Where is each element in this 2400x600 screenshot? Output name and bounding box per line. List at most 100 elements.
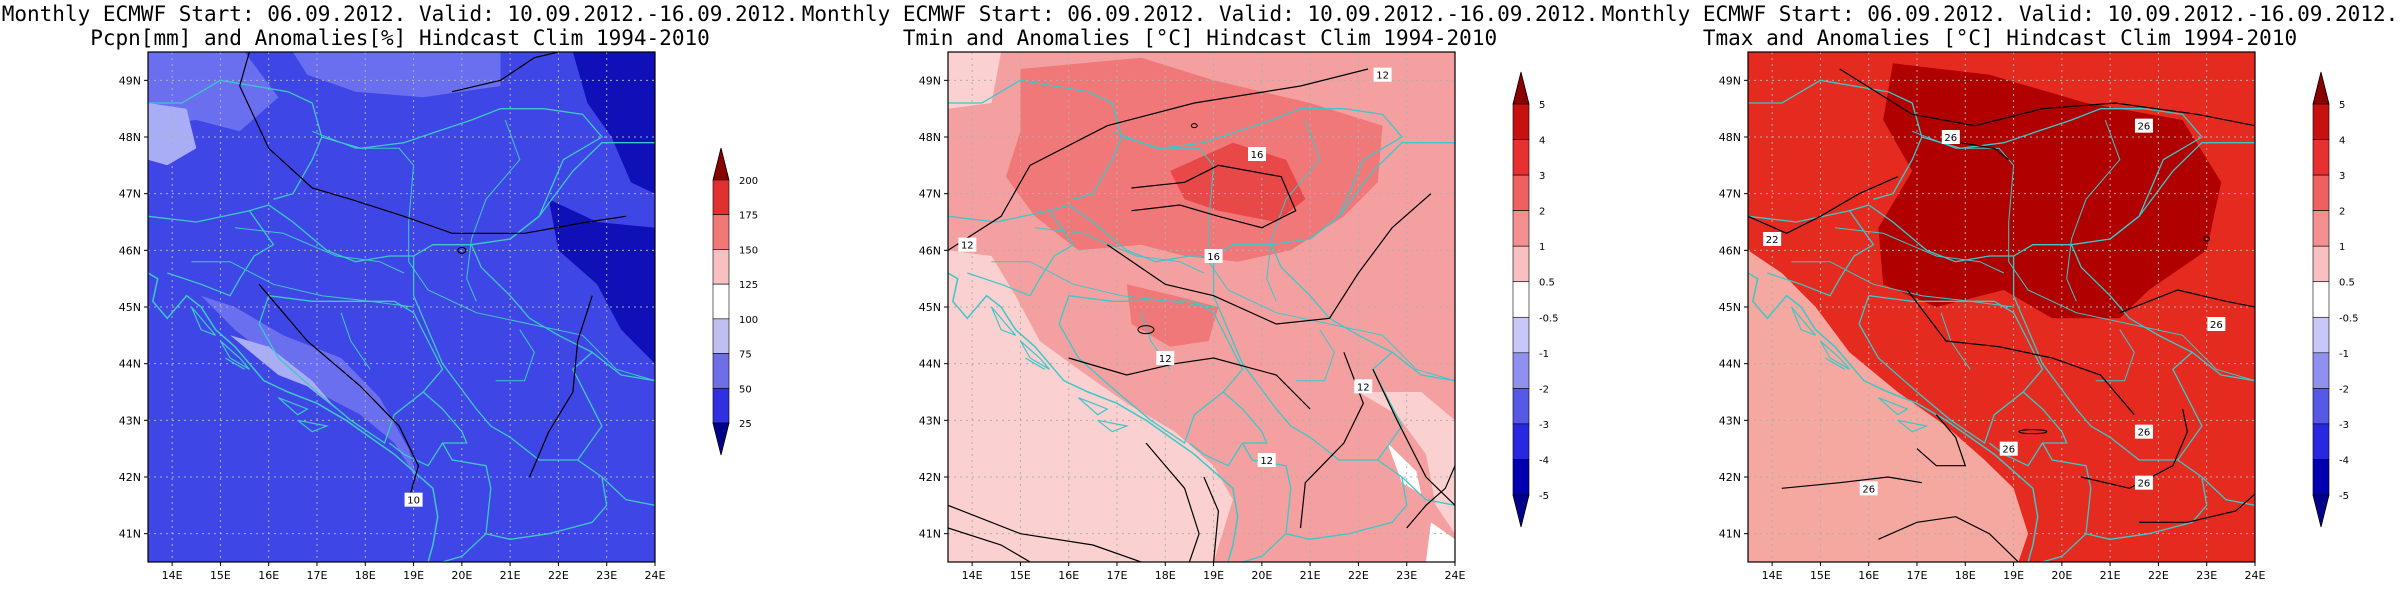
lon-label: 20E (451, 569, 472, 582)
border-line (1309, 142, 1455, 240)
contour-label: 26 (2210, 320, 2223, 331)
contour-label: 12 (1260, 456, 1273, 467)
border-line (509, 142, 655, 240)
lon-label: 17E (1107, 569, 1128, 582)
lon-label: 24E (645, 569, 666, 582)
panel-tmax: Monthly ECMWF Start: 06.09.2012. Valid: … (1600, 0, 2400, 600)
contour-line (948, 527, 1031, 562)
border-line (412, 244, 603, 461)
map-content: 26 26 22 26 26 26 26 26 (1748, 52, 2255, 562)
map-field-white-se (1387, 443, 1422, 494)
contour-label: 10 (407, 496, 420, 507)
colorbar-label: 0.5 (1539, 278, 1555, 289)
island-outline (1824, 357, 1845, 370)
island-outline (224, 357, 245, 370)
colorbar-segment (2312, 423, 2330, 460)
river-line (1295, 329, 1335, 382)
contour-label-box (1156, 351, 1175, 365)
border-line (148, 79, 603, 263)
lat-label: 44N (119, 358, 141, 371)
contour-line (1203, 476, 1220, 562)
contour-line (258, 283, 420, 500)
border-line (441, 442, 608, 540)
map-field-pale-sw (948, 250, 1233, 562)
border-line (2109, 142, 2255, 240)
lon-label: 19E (1203, 569, 1224, 582)
colorbar-segment (2312, 139, 2330, 176)
coastline (148, 272, 439, 562)
colorbar-label: 25 (739, 419, 752, 430)
lon-label: 24E (2245, 569, 2266, 582)
colorbar-arrow-bottom (712, 422, 730, 456)
colorbar-segment (2312, 316, 2330, 354)
river-line (1034, 227, 1205, 274)
contour-line (1106, 193, 1432, 325)
colorbar-label: 125 (739, 280, 758, 291)
border-line (1058, 295, 1244, 445)
lon-label: 21E (1300, 569, 1321, 582)
lat-label: 43N (919, 414, 941, 427)
lon-label: 15E (1810, 569, 1831, 582)
island-outline (1097, 419, 1129, 433)
colorbar-tmax: 5 4 3 2 1 0.5 -0.5 -1 -2 -3 -4 -5 (2312, 71, 2359, 528)
colorbar-segment (1512, 281, 1530, 318)
lat-label: 49N (119, 74, 141, 87)
island-outline (1897, 419, 1929, 433)
island-outline (190, 306, 217, 336)
lon-label: 14E (1762, 569, 1783, 582)
river-line (191, 261, 414, 308)
lat-label: 41N (919, 528, 941, 541)
border-line (948, 79, 1403, 263)
contour-label: 12 (1159, 354, 1172, 365)
island-outline (219, 340, 250, 370)
colorbar-label: -4 (2339, 455, 2349, 466)
lon-label: 19E (403, 569, 424, 582)
lat-label: 49N (919, 74, 941, 87)
colorbar-label: 3 (1539, 171, 1545, 182)
map-field-lighter (148, 103, 197, 166)
border-line (442, 533, 487, 562)
lon-label: 24E (1445, 569, 1466, 582)
panel-precipitation: Monthly ECMWF Start: 06.09.2012. Valid: … (0, 0, 800, 600)
colorbar-segment (2312, 281, 2330, 318)
map-field-white-corner (1426, 522, 1455, 562)
border-line (167, 210, 275, 297)
colorbar-segment (712, 249, 730, 285)
contour-line (1916, 414, 1967, 467)
contour-label-box (2134, 475, 2153, 490)
map-content: 12 16 12 16 12 12 12 (948, 52, 1455, 562)
colorbar-label: 200 (739, 176, 758, 187)
contour-label-box (1941, 130, 1960, 144)
contour-label-box (1373, 67, 1392, 82)
island-outline (1024, 357, 1045, 370)
contour-line (1145, 442, 1200, 562)
map-tmin: 12 16 12 16 12 12 12 49N 48N 47N 46N 45N 44N 43N 42N 41… (919, 51, 1466, 582)
lon-label: 23E (596, 569, 617, 582)
colorbar-label: 4 (2339, 136, 2345, 147)
river-line (1791, 261, 2014, 308)
colorbar-label: -0.5 (2339, 313, 2359, 324)
border-line (273, 136, 323, 200)
lat-label: 42N (1719, 471, 1741, 484)
coastline (1748, 272, 2039, 562)
map-field-pale-se (1358, 392, 1455, 534)
island-outline (1790, 306, 1817, 336)
contour-label: 26 (1862, 484, 1875, 495)
colorbar-segment (1512, 316, 1530, 354)
colorbar-label: -1 (1539, 349, 1549, 360)
contour-label: 12 (1376, 71, 1389, 82)
border-line (591, 351, 655, 382)
colorbar-segment (2312, 245, 2330, 283)
colorbar-label: -1 (2339, 349, 2349, 360)
contour-ring (2018, 429, 2048, 435)
colorbar-arrow-top (2312, 71, 2330, 105)
island-outline (1819, 340, 1850, 370)
map-tmax: 26 26 22 26 26 26 26 26 49N 48N 47N 46N 45N 44N 43N 42N… (1719, 51, 2266, 582)
lat-label: 42N (919, 471, 941, 484)
island-outline (278, 397, 309, 416)
river-line (2066, 119, 2121, 302)
map-field-dark-east (548, 199, 655, 364)
contour-label: 26 (2138, 122, 2151, 133)
colorbar-label: -5 (1539, 491, 1549, 502)
colorbar-arrow-bottom (2312, 494, 2330, 528)
